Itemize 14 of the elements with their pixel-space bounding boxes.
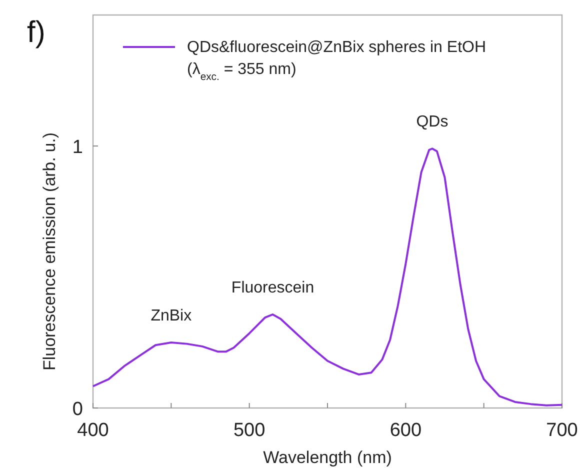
y-axis-title: Fluorescence emission (arb. u.): [40, 132, 59, 371]
y-tick-label: 1: [72, 137, 83, 158]
x-tick-label: 500: [233, 420, 266, 441]
line-series: [92, 148, 563, 406]
x-tick-label: 700: [546, 420, 578, 441]
annotation: QDs: [416, 114, 448, 131]
legend-label: QDs&fluorescein@ZnBix spheres in EtOH (λ$_{exc.}$ = 355 nm): [187, 39, 486, 82]
x-tick-label: 600: [390, 420, 422, 441]
x-tick-label: 400: [77, 420, 109, 441]
x-axis-title: Wavelength (nm): [263, 448, 392, 467]
y-tick-label: 0: [72, 399, 83, 420]
text: f): [27, 16, 46, 49]
annotation: ZnBix: [150, 308, 192, 324]
annotation: Fluorescein: [231, 279, 314, 296]
